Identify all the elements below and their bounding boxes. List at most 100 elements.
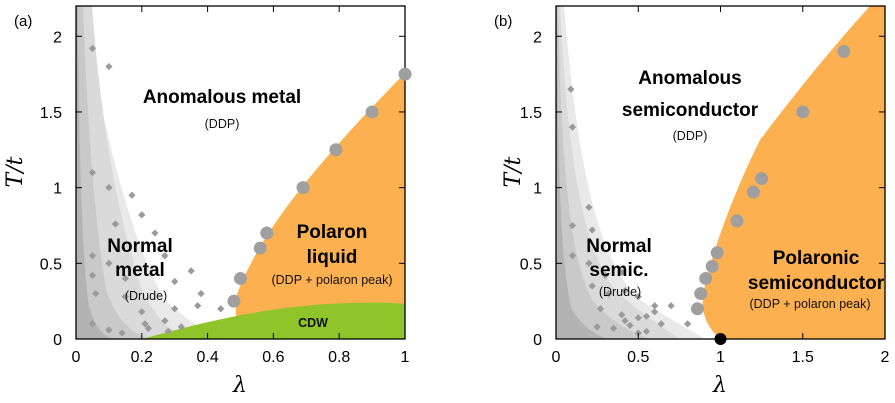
diamond-point xyxy=(609,324,618,333)
circle-point xyxy=(398,67,412,81)
region-sub-anomalous-metal: (DDP) xyxy=(205,117,240,131)
diamond-point xyxy=(161,317,169,325)
x-tick-label: 2 xyxy=(881,349,890,366)
region-label-polaron-liquid-2: liquid xyxy=(307,247,358,268)
diamond-point xyxy=(634,293,642,301)
panel-b-ylabel: T/t xyxy=(501,156,526,187)
diamond-point xyxy=(187,267,195,275)
diamond-point xyxy=(128,191,136,199)
diamond-point xyxy=(121,274,129,283)
region-sub-normal-metal: (Drude) xyxy=(125,289,167,303)
diamond-point xyxy=(585,259,593,267)
y-tick-label: 1 xyxy=(533,181,542,198)
diamond-point xyxy=(105,184,113,192)
circle-point xyxy=(227,294,241,308)
y-tick-label: 0.5 xyxy=(40,256,62,273)
diamond-point xyxy=(105,259,113,267)
diamond-point xyxy=(568,252,577,260)
circle-point xyxy=(296,181,310,195)
diamond-point xyxy=(601,271,609,280)
diamond-point xyxy=(105,326,113,334)
diamond-point xyxy=(111,220,120,228)
x-tick-label: 1 xyxy=(401,349,410,366)
circle-point xyxy=(746,185,760,199)
panel-b-plot-area xyxy=(556,6,885,339)
y-tick-label: 1 xyxy=(53,181,62,198)
diamond-point xyxy=(92,289,100,298)
x-tick-label: 0.8 xyxy=(328,349,350,366)
diamond-point xyxy=(88,44,97,52)
region-sub-normal-semic: (Drude) xyxy=(599,285,641,299)
diamond-point xyxy=(197,289,205,298)
diamond-point xyxy=(634,314,642,322)
diamond-point xyxy=(164,327,172,336)
diamond-point xyxy=(651,308,659,316)
diamond-point xyxy=(217,305,225,313)
diamond-point xyxy=(618,311,626,319)
diamond-point xyxy=(588,226,596,234)
drude-shade-mid-b xyxy=(556,6,680,339)
diamond-point xyxy=(161,252,169,260)
region-sub-polaronic-semiconductor: (DDP + polaron peak) xyxy=(749,297,870,311)
region-label-polaronic-semiconductor-1: Polaronic xyxy=(773,248,860,269)
diamond-point xyxy=(588,282,596,290)
panel-a-ylabel: T/t xyxy=(3,156,28,187)
diamond-point xyxy=(621,286,629,295)
y-tick-label: 1.5 xyxy=(40,105,62,122)
circle-point xyxy=(253,241,267,255)
y-tick-label: 2 xyxy=(53,29,62,46)
panel-b-marks: 0 0.5 1 1.5 2 0 0.5 1 1.5 2 xyxy=(520,6,890,366)
panel-b-label: (b) xyxy=(494,13,512,30)
diamond-point xyxy=(618,268,626,276)
circle-point xyxy=(796,105,810,119)
region-label-anomalous-metal: Anomalous metal xyxy=(143,87,301,108)
region-label-anomalous-semiconductor-2: semiconductor xyxy=(622,100,759,121)
diamond-point xyxy=(194,302,202,310)
circle-point xyxy=(694,287,708,301)
region-label-anomalous-semiconductor-1: Anomalous xyxy=(638,68,741,89)
diamond-point xyxy=(171,277,179,286)
circle-point xyxy=(329,143,343,157)
diamond-point xyxy=(657,320,665,328)
diamond-point xyxy=(642,312,651,320)
y-tick-label: 0.5 xyxy=(520,256,542,273)
region-sub-polaron-liquid: (DDP + polaron peak) xyxy=(271,273,392,287)
panel-a-frame xyxy=(75,5,406,340)
diamond-point xyxy=(634,329,642,337)
drude-shade-darkest-b xyxy=(556,6,610,339)
x-tick-label: 0.4 xyxy=(196,349,218,366)
diamond-point xyxy=(684,320,692,328)
drude-shade-darkest xyxy=(76,6,112,339)
region-label-normal-semic-1: Normal xyxy=(586,236,651,257)
diamond-point xyxy=(138,211,146,219)
diamond-point xyxy=(593,323,601,331)
y-tick-label: 0 xyxy=(533,332,542,349)
diamond-point xyxy=(121,293,129,301)
x-tick-label: 1 xyxy=(716,349,725,366)
region-label-polaronic-semiconductor-2: semiconductor xyxy=(748,273,885,294)
panel-b-xlabel: λ xyxy=(712,373,727,398)
diamond-point xyxy=(141,320,149,328)
diamond-point xyxy=(144,324,152,333)
diamond-point xyxy=(177,323,185,331)
diamond-point xyxy=(642,327,651,336)
diamond-point xyxy=(667,302,675,310)
panel-a: 0 0.2 0.4 0.6 0.8 100.511.52 Anomalous metal … xyxy=(3,5,412,398)
diamond-point xyxy=(568,221,577,230)
circle-point xyxy=(690,302,704,316)
cdw-region xyxy=(142,302,405,339)
region-label-normal-semic-2: semic. xyxy=(589,260,648,281)
diamond-point xyxy=(138,308,146,316)
y-tick-label: 0 xyxy=(53,332,62,349)
panel-a-marks: 0 0.2 0.4 0.6 0.8 1 0 0.5 1 1.5 2 xyxy=(40,6,412,366)
diamond-point xyxy=(596,305,605,313)
diamond-point xyxy=(88,252,97,260)
diamond-point xyxy=(88,271,97,280)
circle-point xyxy=(699,271,713,285)
y-tick-label: 2 xyxy=(533,29,542,46)
diamond-point xyxy=(621,317,629,325)
diamond-point xyxy=(568,123,577,131)
region-label-cdw: CDW xyxy=(298,316,328,330)
diamond-point xyxy=(118,329,126,337)
diamond-point xyxy=(605,289,613,298)
